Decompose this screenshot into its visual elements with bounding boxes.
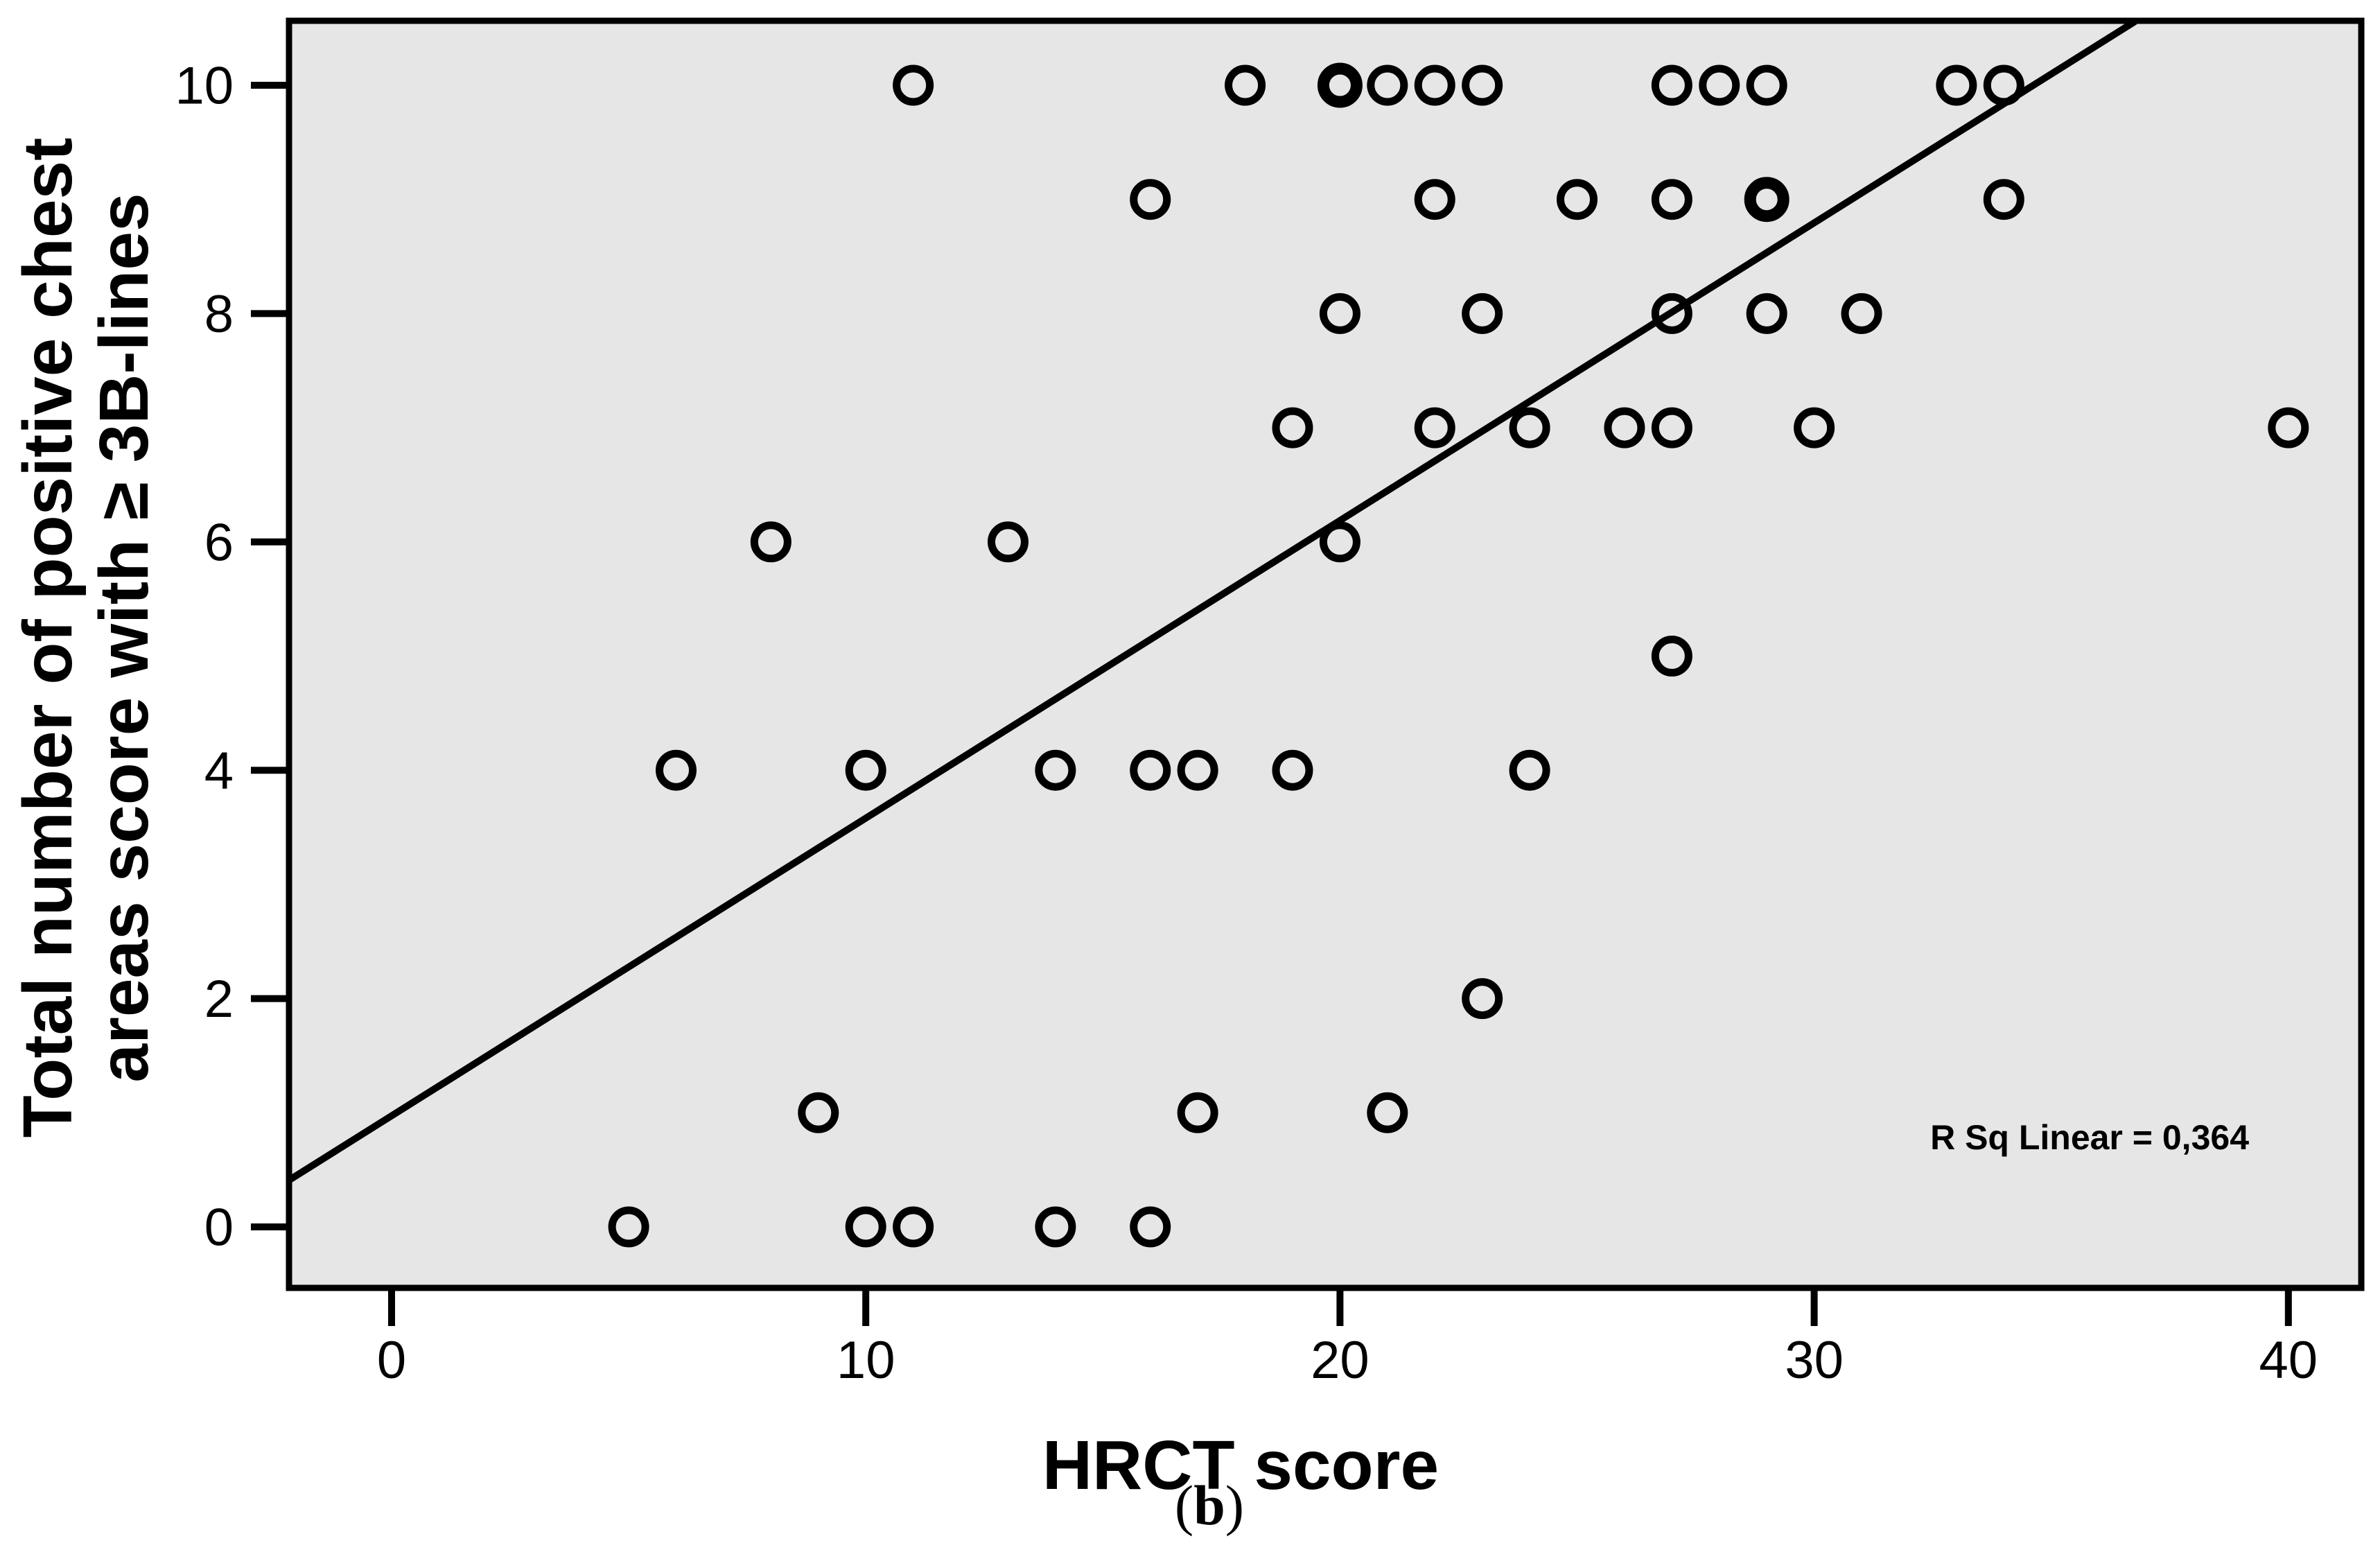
plot-area [289, 21, 2361, 1288]
scatter-point [1130, 179, 1171, 220]
y-tick-label: 6 [204, 513, 234, 572]
scatter-point [1509, 749, 1550, 791]
scatter-point [1699, 64, 1740, 106]
scatter-point [1936, 64, 1977, 106]
scatter-point [1744, 177, 1790, 223]
scatter-point [1035, 1206, 1076, 1248]
scatter-point [1651, 407, 1692, 448]
scatter-point [1604, 407, 1645, 448]
caption-letter: b [1193, 1474, 1225, 1537]
scatter-point [1130, 749, 1171, 791]
plot-frame [286, 17, 2365, 1291]
y-tick-label: 0 [204, 1198, 234, 1257]
scatter-point [893, 1206, 934, 1248]
scatter-point [1177, 1092, 1218, 1133]
scatter-point [1509, 407, 1550, 448]
caption-open-paren: ( [1174, 1474, 1194, 1537]
scatter-point [1367, 1092, 1408, 1133]
x-axis-title: HRCT score [1042, 1427, 1439, 1504]
scatter-point [845, 1206, 886, 1248]
scatter-point [1746, 293, 1787, 334]
scatter-point [893, 64, 934, 106]
subfigure-caption: (b) [1175, 1473, 1244, 1538]
scatter-point [1983, 179, 2024, 220]
scatter-point [1746, 64, 1787, 106]
scatter-point [1272, 407, 1313, 448]
y-tick-label: 10 [175, 57, 234, 116]
scatter-point [845, 749, 886, 791]
x-tick-label: 10 [837, 1331, 895, 1390]
scatter-point [2268, 407, 2309, 448]
scatter-point [1794, 407, 1835, 448]
x-axis-tick-labels: 0 10 20 30 40 [377, 1331, 2318, 1390]
scatter-point [1035, 749, 1076, 791]
scatter-point [1225, 64, 1266, 106]
regression-line [287, 18, 2137, 1183]
scatter-point [608, 1206, 649, 1248]
scatter-point [1319, 293, 1360, 334]
scatter-points [608, 62, 2309, 1248]
y-tick-label: 4 [204, 742, 234, 801]
scatter-point [1414, 179, 1455, 220]
scatter-point [1367, 64, 1408, 106]
y-axis-title-line1: Total number of positive chest [9, 138, 87, 1138]
scatter-point [1651, 293, 1692, 334]
y-tick-label: 8 [204, 285, 234, 344]
scatter-point [1130, 1206, 1171, 1248]
y-axis-title-line2: areas score with ≥ 3B-lines [85, 193, 163, 1082]
y-tick-label: 2 [204, 970, 234, 1029]
scatter-point [798, 1092, 839, 1133]
r-squared-annotation: R Sq Linear = 0,364 [1930, 1118, 2249, 1157]
scatter-point [750, 521, 791, 563]
x-tick-label: 30 [1785, 1331, 1844, 1390]
x-tick-label: 0 [377, 1331, 406, 1390]
y-axis-ticks [251, 82, 289, 1230]
scatter-point [1841, 293, 1882, 334]
y-axis-tick-labels: 0 2 4 6 8 10 [175, 57, 234, 1257]
scatter-point [1462, 978, 1503, 1020]
x-tick-label: 20 [1311, 1331, 1370, 1390]
scatter-point [1414, 407, 1455, 448]
scatter-point [1319, 521, 1360, 563]
scatter-point [1651, 179, 1692, 220]
scatter-point [1414, 64, 1455, 106]
scatter-point [1651, 636, 1692, 677]
scatter-point [1983, 64, 2024, 106]
scatter-point [1557, 179, 1598, 220]
caption-close-paren: ) [1225, 1474, 1245, 1537]
scatter-point [1177, 749, 1218, 791]
x-tick-label: 40 [2259, 1331, 2318, 1390]
scatter-point [1651, 64, 1692, 106]
scatter-point [987, 521, 1029, 563]
x-axis-ticks [388, 1288, 2292, 1326]
scatter-point [656, 749, 697, 791]
scatter-point [1272, 749, 1313, 791]
scatter-point [1462, 64, 1503, 106]
scatter-point [1317, 62, 1363, 108]
scatter-point [1462, 293, 1503, 334]
